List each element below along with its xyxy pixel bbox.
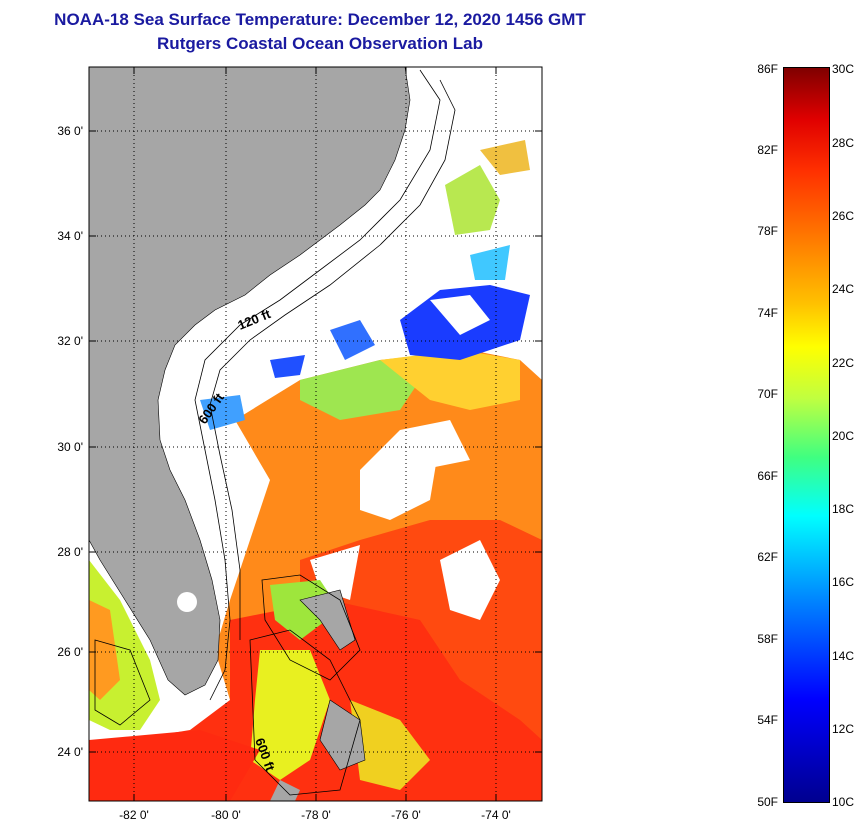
colorbar-f-66: 66F xyxy=(757,469,778,483)
colorbar-f-74: 74F xyxy=(757,306,778,320)
colorbar-c-12: 12C xyxy=(832,722,855,736)
lat-label-24: 24 0' xyxy=(57,745,83,759)
map-subtitle: Rutgers Coastal Ocean Observation Lab xyxy=(157,34,483,53)
colorbar-f-78: 78F xyxy=(757,224,778,238)
colorbar-c-22: 22C xyxy=(832,356,855,370)
bathymetry-contours xyxy=(94,69,456,796)
colorbar-c-28: 28C xyxy=(832,136,855,150)
lon-label-80: -80 0' xyxy=(211,808,241,822)
sst-field xyxy=(89,140,542,801)
lat-label-36: 36 0' xyxy=(57,124,83,138)
lon-label-76: -76 0' xyxy=(391,808,421,822)
lat-label-30: 30 0' xyxy=(57,440,83,454)
lat-label-32: 32 0' xyxy=(57,334,83,348)
lat-label-34: 34 0' xyxy=(57,229,83,243)
colorbar-f-54: 54F xyxy=(757,713,778,727)
colorbar-c-10: 10C xyxy=(832,795,855,809)
colorbar-f-58: 58F xyxy=(757,632,778,646)
colorbar-c-18: 18C xyxy=(832,502,855,516)
lat-label-26: 26 0' xyxy=(57,645,83,659)
colorbar-f-62: 62F xyxy=(757,550,778,564)
colorbar-c-16: 16C xyxy=(832,575,855,589)
colorbar-c-24: 24C xyxy=(832,282,855,296)
lat-label-28: 28 0' xyxy=(57,545,83,559)
map-title: NOAA-18 Sea Surface Temperature: Decembe… xyxy=(54,10,586,29)
colorbar-c-30: 30C xyxy=(832,62,855,76)
bahamas-land xyxy=(299,589,356,651)
colorbar-c-20: 20C xyxy=(832,429,855,443)
colorbar-f-70: 70F xyxy=(757,387,778,401)
lon-label-82: -82 0' xyxy=(119,808,149,822)
us-coastline-land xyxy=(89,67,411,696)
temperature-colorbar xyxy=(783,67,830,803)
colorbar-f-50: 50F xyxy=(757,795,778,809)
colorbar-c-14: 14C xyxy=(832,649,855,663)
colorbar-c-26: 26C xyxy=(832,209,855,223)
lon-label-78: -78 0' xyxy=(301,808,331,822)
lon-label-74: -74 0' xyxy=(481,808,511,822)
colorbar-f-86: 86F xyxy=(757,62,778,76)
colorbar-f-82: 82F xyxy=(757,143,778,157)
map-ticks xyxy=(89,67,542,801)
